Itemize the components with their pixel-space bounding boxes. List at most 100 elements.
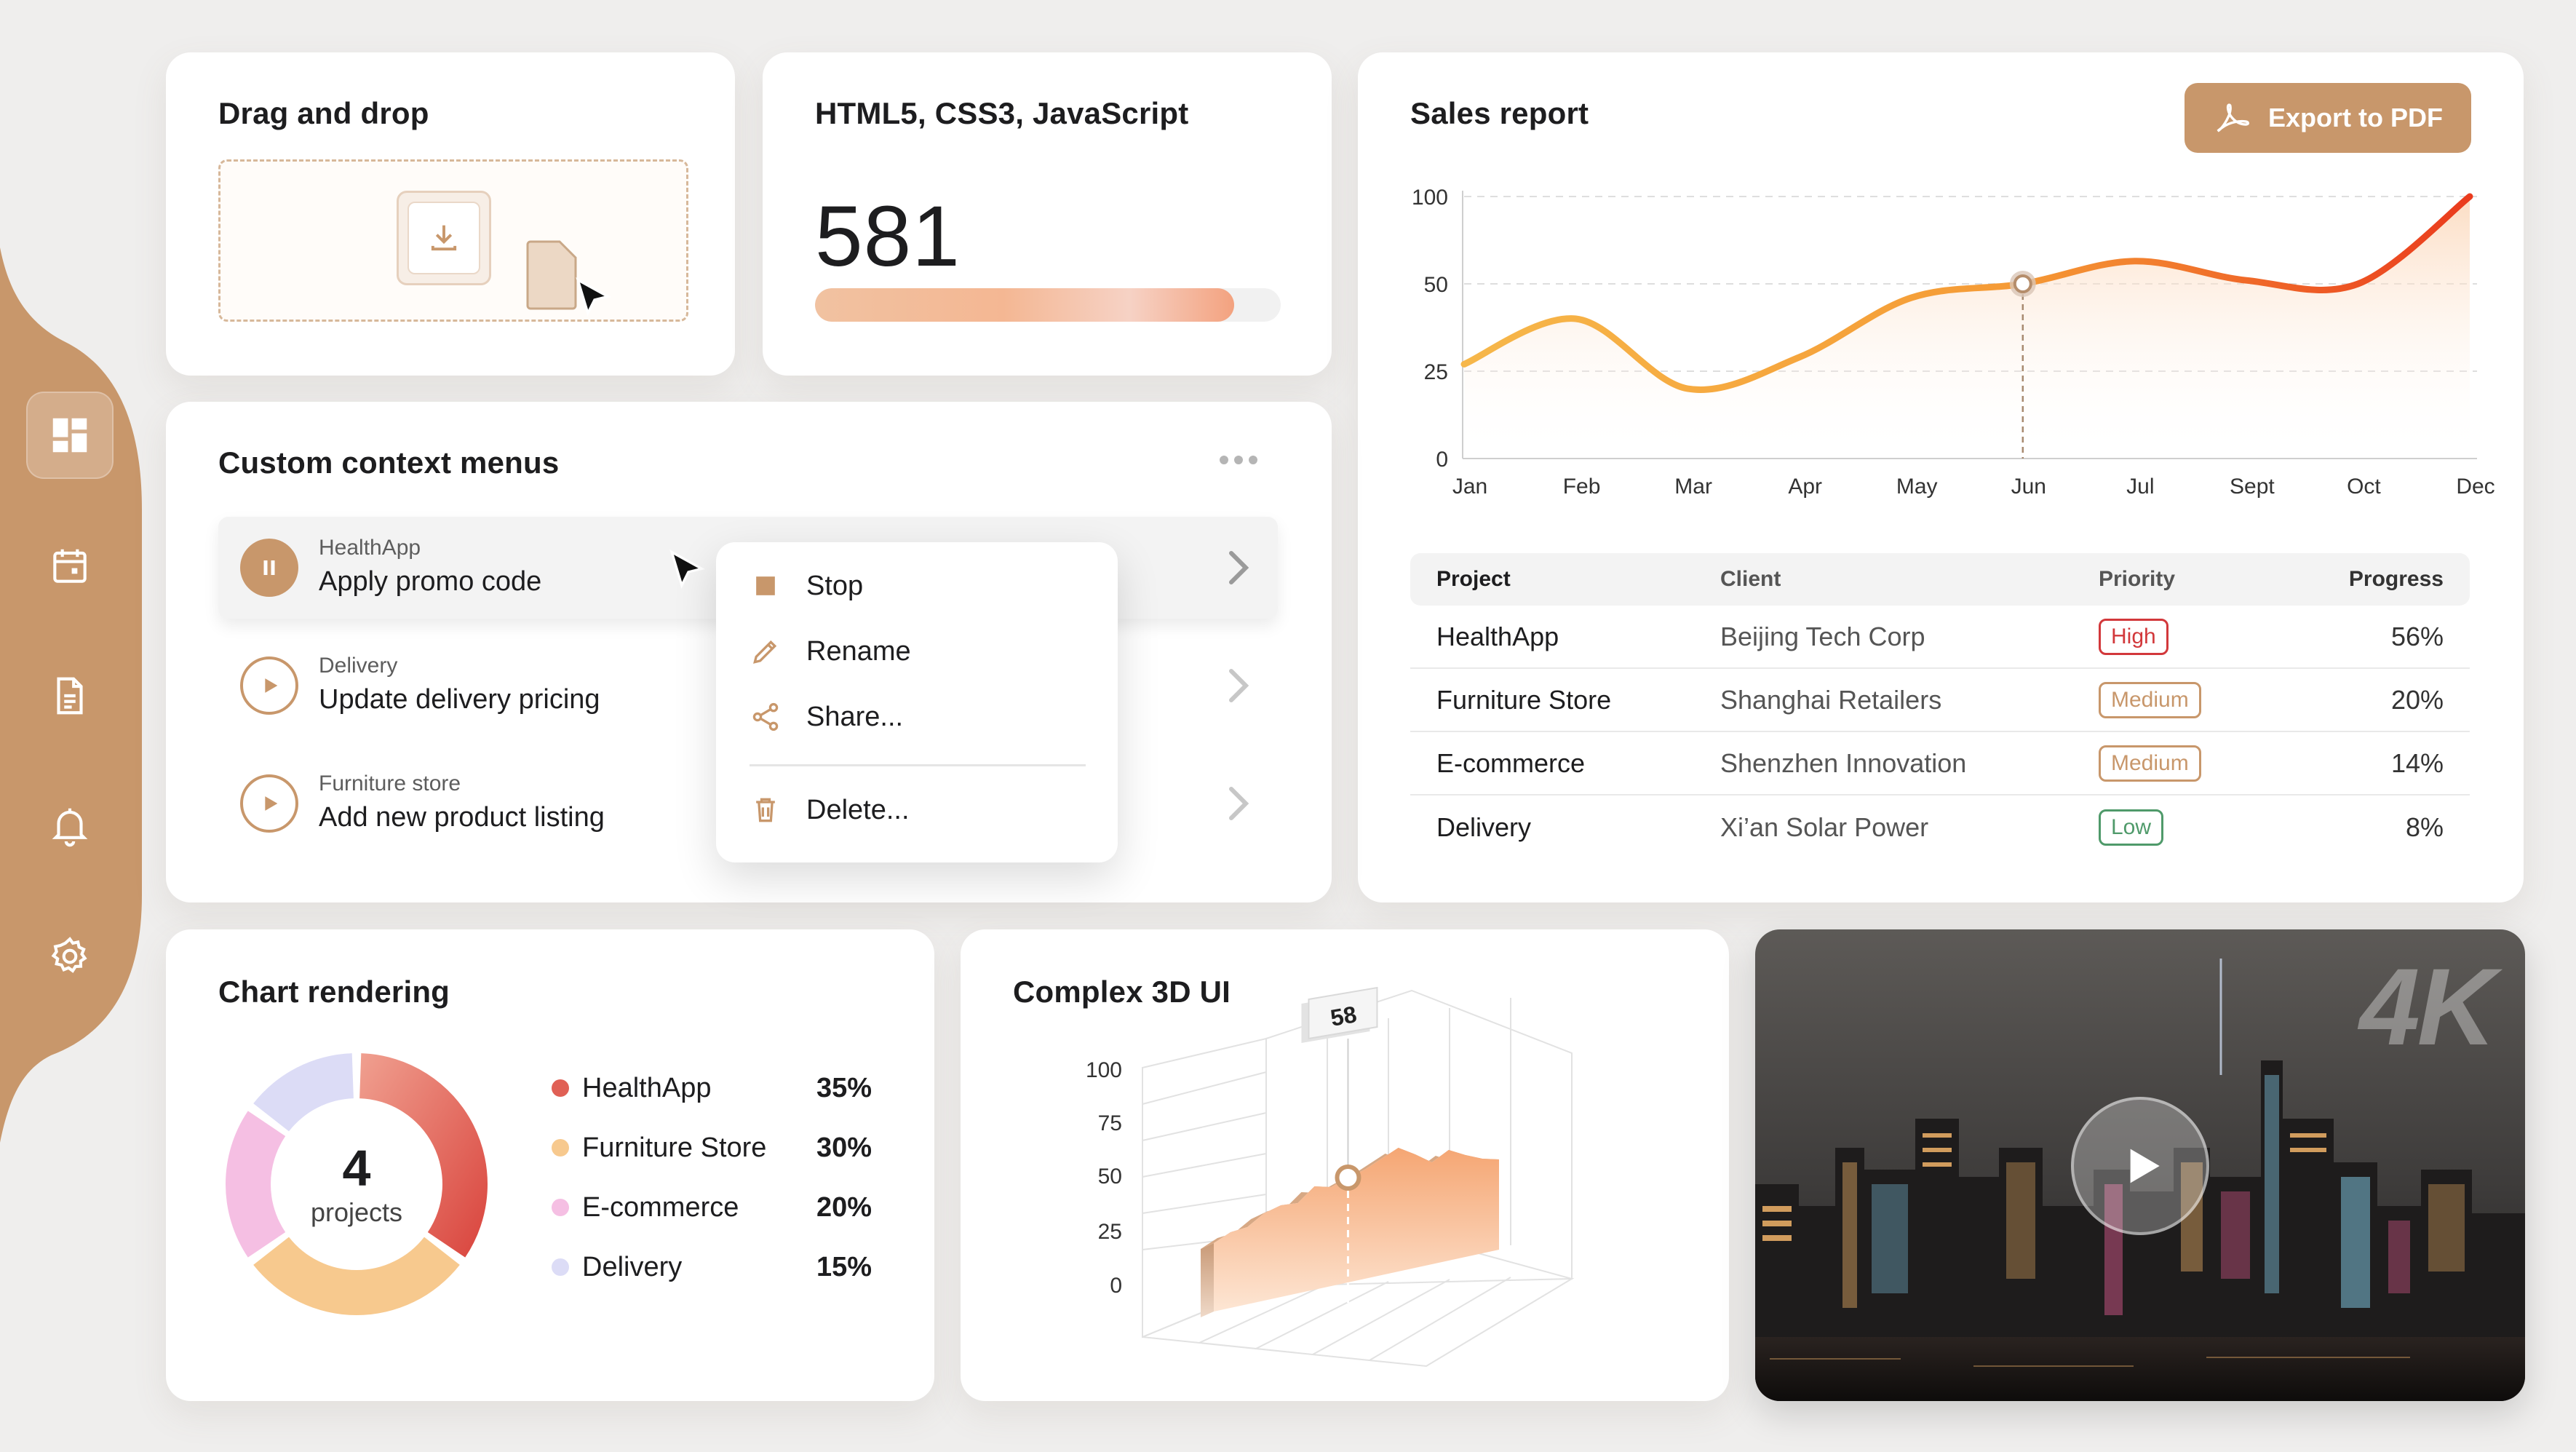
priority-badge: High: [2099, 618, 2168, 655]
col-header-priority[interactable]: Priority: [2099, 567, 2176, 591]
donut-slice: [253, 1237, 460, 1315]
priority-badge: Medium: [2099, 681, 2201, 718]
menu-item-stop[interactable]: Stop: [750, 564, 863, 608]
x-tick-label: Feb: [1563, 475, 1601, 499]
video-play-button[interactable]: [2071, 1097, 2209, 1235]
cell-client: Xi’an Solar Power: [1720, 812, 1929, 842]
play-icon[interactable]: [240, 656, 298, 715]
legend-label: Furniture Store: [582, 1132, 767, 1163]
acrobat-icon: [2217, 103, 2249, 132]
grid-line: [1142, 1112, 1267, 1141]
legend-item: E-commerce 20%: [552, 1186, 872, 1229]
donut-center-value: 4: [342, 1140, 371, 1197]
share-icon: [752, 702, 779, 731]
context-row-3[interactable]: Furniture store Add new product listing: [218, 753, 1278, 854]
legend-item: Delivery 15%: [552, 1245, 872, 1289]
trash-icon: [756, 798, 775, 822]
legend-value: 30%: [816, 1132, 872, 1163]
table-header: Project Client Priority Progress: [1410, 553, 2470, 606]
sidebar-item-settings[interactable]: [26, 913, 114, 1000]
download-icon: [397, 191, 491, 285]
x-tick-label: Jun: [2011, 475, 2046, 499]
marker-label-box: [1308, 986, 1378, 1040]
context-menus-title: Custom context menus: [218, 445, 560, 480]
chart-rendering-title: Chart rendering: [218, 975, 450, 1009]
x-tick-label: Jan: [1452, 475, 1487, 499]
legend-dot: [552, 1079, 569, 1097]
grid-line: [1312, 1279, 1450, 1355]
video-player[interactable]: 4K: [1755, 929, 2525, 1401]
cell-client: Shanghai Retailers: [1720, 684, 1942, 715]
sales-report-title: Sales report: [1410, 96, 1589, 130]
y-tick-label: 100: [1412, 186, 1448, 210]
menu-item-rename[interactable]: Rename: [750, 630, 911, 673]
tech-value: 581: [815, 189, 961, 285]
sidebar-item-notifications[interactable]: [26, 782, 114, 869]
bell-icon: [52, 808, 88, 847]
more-dots-icon[interactable]: [1218, 454, 1259, 466]
table-row[interactable]: HealthApp Beijing Tech Corp High 56%: [1410, 606, 2470, 669]
legend-dot: [552, 1199, 569, 1216]
context-row-2[interactable]: Delivery Update delivery pricing: [218, 635, 1278, 737]
sidebar-item-dashboard[interactable]: [26, 392, 114, 479]
cell-priority: Medium: [2099, 745, 2317, 782]
cell-project: Delivery: [1436, 812, 1532, 842]
pause-icon[interactable]: [240, 539, 298, 597]
grid-line: [1142, 1153, 1267, 1178]
donut-slice: [226, 1111, 286, 1258]
export-pdf-button[interactable]: Export to PDF: [2185, 83, 2471, 153]
menu-divider: [750, 764, 1086, 766]
marker-label: 58: [1329, 1001, 1359, 1031]
menu-item-share[interactable]: Share...: [750, 695, 903, 739]
dashboard-icon: [52, 418, 87, 453]
context-popup-menu: Stop Rename Share... Delete...: [716, 542, 1118, 862]
x-tick-label: Jul: [2126, 475, 2154, 499]
context-row-subtitle: Delivery: [319, 654, 398, 678]
menu-item-label: Delete...: [806, 794, 910, 825]
y-tick-label: 25: [1424, 360, 1448, 384]
legend-item: Furniture Store 30%: [552, 1126, 872, 1170]
drag-drop-title: Drag and drop: [218, 96, 429, 130]
sidebar-item-calendar[interactable]: [26, 523, 114, 610]
table-row[interactable]: Furniture Store Shanghai Retailers Medium 2…: [1410, 669, 2470, 732]
context-row-subtitle: HealthApp: [319, 536, 421, 560]
tech-progress-bar: [815, 288, 1281, 322]
highlight-point: [2013, 274, 2032, 293]
y-tick-label: 0: [1436, 448, 1448, 472]
cell-project: HealthApp: [1436, 621, 1559, 651]
chevron-right-icon[interactable]: [1224, 665, 1253, 706]
chevron-right-icon[interactable]: [1224, 547, 1253, 588]
document-icon: [57, 677, 83, 715]
drop-zone[interactable]: [218, 159, 688, 322]
menu-item-label: Rename: [806, 635, 911, 667]
table-row[interactable]: E-commerce Shenzhen Innovation Medium 14%: [1410, 732, 2470, 796]
col-header-project[interactable]: Project: [1436, 567, 1511, 591]
stop-icon: [756, 576, 775, 595]
x-tick-label: Oct: [2347, 475, 2381, 499]
3d-area-chart: 100 75 50 25 0 58: [1086, 986, 1575, 1368]
pencil-icon: [753, 640, 777, 664]
col-header-progress[interactable]: Progress: [2348, 567, 2444, 591]
play-icon[interactable]: [240, 774, 298, 833]
y-tick-label: 100: [1086, 1058, 1122, 1082]
legend-value: 15%: [816, 1251, 872, 1282]
legend-value: 35%: [816, 1072, 872, 1103]
grid-line: [1255, 1281, 1389, 1349]
highlight-point: [1335, 1165, 1361, 1191]
col-header-client[interactable]: Client: [1720, 567, 1781, 591]
sales-series-line: [1460, 193, 2473, 393]
menu-item-delete[interactable]: Delete...: [750, 788, 910, 832]
donut-slice: [253, 1053, 354, 1132]
context-row-title: Update delivery pricing: [319, 684, 600, 715]
calendar-icon: [53, 549, 87, 583]
table-row[interactable]: Delivery Xi’an Solar Power Low 8%: [1410, 796, 2470, 859]
cell-client: Beijing Tech Corp: [1720, 621, 1925, 651]
sidebar-item-documents[interactable]: [26, 652, 114, 739]
legend-label: E-commerce: [582, 1191, 739, 1223]
chevron-right-icon[interactable]: [1224, 783, 1253, 824]
context-row-title: Add new product listing: [319, 802, 605, 833]
table-body: HealthApp Beijing Tech Corp High 56% Furnitu…: [1410, 606, 2470, 859]
y-tick-label: 50: [1424, 273, 1448, 297]
export-pdf-label: Export to PDF: [2268, 103, 2443, 132]
donut-center-label: projects: [310, 1197, 403, 1227]
